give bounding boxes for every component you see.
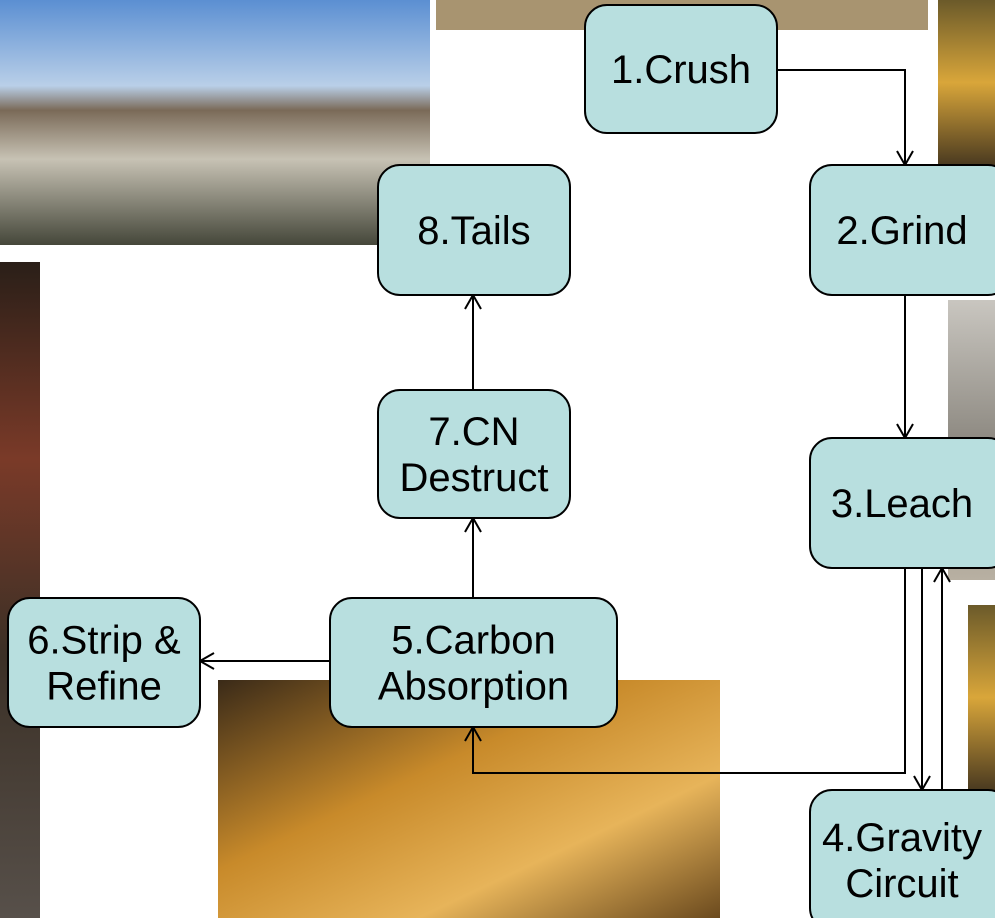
node-label: 4.Gravity [822,816,982,860]
gravity-photo [968,605,995,790]
node-label: 7.CN [428,410,519,454]
process-node: 3.Leach [810,438,995,568]
node-label: Destruct [400,456,549,500]
landscape-photo [0,0,430,245]
node-label: 5.Carbon [391,619,556,663]
node-label: 8.Tails [417,209,530,253]
node-label: 2.Grind [836,209,967,253]
process-node: 2.Grind [810,165,995,295]
node-label: Circuit [845,862,958,906]
connector [777,70,905,165]
equipment-photo [938,0,995,165]
node-label: Absorption [378,665,569,709]
process-node: 8.Tails [378,165,570,295]
node-label: Refine [46,665,162,709]
node-label: 1.Crush [611,48,751,92]
process-node: 6.Strip &Refine [8,598,200,727]
node-label: 3.Leach [831,482,973,526]
process-node: 1.Crush [585,5,777,133]
furnace-photo [0,262,40,918]
node-label: 6.Strip & [27,619,181,663]
flow-diagram: 1.Crush 2.Grind 3.Leach 4.GravityCircuit 5.C… [0,0,995,918]
